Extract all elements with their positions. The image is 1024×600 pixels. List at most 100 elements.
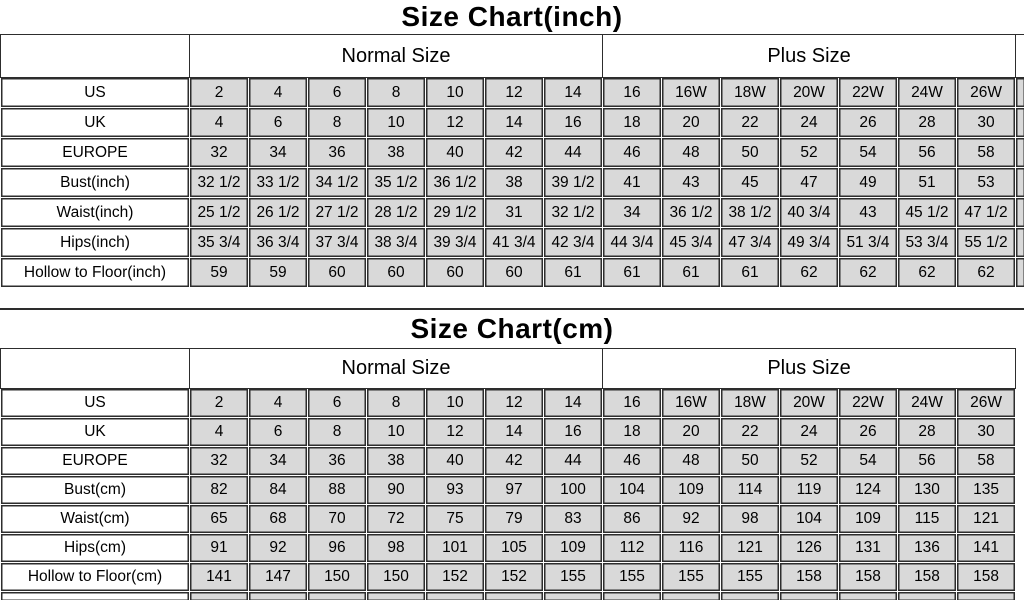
clipped-edge-header-cell [1015,34,1024,78]
size-cell: 60 [484,257,544,288]
size-cell: 115 [897,504,957,534]
size-cell: 36 1/2 [661,197,721,228]
size-cell: 62 [897,257,957,288]
inch-chart-section: Size Chart(inch) Normal Size Plus Size U… [0,0,1024,288]
size-cell: 72 [366,504,426,534]
clipped-partial-cell [189,591,249,600]
clipped-partial-cell [543,591,603,600]
size-cell: 52 [779,446,839,476]
inch-chart-title: Size Chart(inch) [401,1,623,32]
size-cell: 62 [779,257,839,288]
size-cell: 22W [838,77,898,108]
clipped-partial-cell [366,591,426,600]
size-cell: 47 [779,167,839,198]
row-label: Bust(cm) [0,475,190,505]
size-cell: 53 [955,167,1017,198]
size-cell: 36 [307,446,367,476]
size-cell: 4 [189,417,249,447]
size-cell: 32 1/2 [189,167,249,198]
size-cell: 32 [189,446,249,476]
size-cell: 92 [248,533,308,563]
size-cell: 98 [720,504,780,534]
table-row: UK 4 6 8 10 12 14 16 18 20 22 24 26 28 30 [0,417,1017,447]
size-cell: 44 [543,446,603,476]
size-cell: 43 [661,167,721,198]
size-cell: 12 [425,417,485,447]
size-cell: 42 [484,137,544,168]
size-cell: 14 [484,417,544,447]
size-cell: 45 1/2 [897,197,957,228]
size-cell: 121 [720,533,780,563]
size-cell: 33 1/2 [248,167,308,198]
table-row: EUROPE 32 34 36 38 40 42 44 46 48 50 52 54 56 58 [0,446,1017,476]
size-cell: 141 [189,562,249,592]
row-label: EUROPE [0,446,190,476]
clipped-partial-cell [602,591,662,600]
size-cell: 38 [366,137,426,168]
size-cell: 70 [307,504,367,534]
size-cell: 59 [248,257,308,288]
clipped-partial-cell [1015,257,1024,288]
size-cell: 32 1/2 [543,197,603,228]
size-cell: 14 [543,77,603,108]
size-cell: 114 [720,475,780,505]
size-cell: 42 3/4 [543,227,603,258]
clipped-partial-cell [1015,107,1024,138]
size-cell: 126 [779,533,839,563]
size-cell: 109 [838,504,898,534]
size-cell: 119 [779,475,839,505]
row-label [0,591,190,600]
size-cell: 38 [484,167,544,198]
size-cell: 12 [484,77,544,108]
size-cell: 158 [838,562,898,592]
size-cell: 61 [661,257,721,288]
size-cell: 20 [661,417,721,447]
size-cell: 104 [779,504,839,534]
size-cell: 56 [897,137,957,168]
size-cell: 60 [366,257,426,288]
size-cell: 91 [189,533,249,563]
size-cell: 28 1/2 [366,197,426,228]
size-cell: 2 [189,388,249,418]
size-cell: 4 [248,388,308,418]
cm-plus-size-header: Plus Size [601,348,1017,389]
size-cell: 155 [720,562,780,592]
size-cell: 88 [307,475,367,505]
size-cell: 150 [366,562,426,592]
size-cell: 50 [720,137,780,168]
size-cell: 105 [484,533,544,563]
size-cell: 68 [248,504,308,534]
size-cell: 104 [602,475,662,505]
size-cell: 26W [955,77,1017,108]
size-cell: 49 3/4 [779,227,839,258]
clipped-partial-cell [661,591,721,600]
size-cell: 96 [307,533,367,563]
row-label: EUROPE [0,137,190,168]
size-cell: 38 [366,446,426,476]
size-cell: 61 [543,257,603,288]
row-label: UK [0,417,190,447]
cm-group-header-row: Normal Size Plus Size [0,348,1017,389]
size-cell: 42 [484,446,544,476]
size-cell: 56 [897,446,957,476]
size-cell: 20W [779,388,839,418]
row-label: Hips(cm) [0,533,190,563]
table-row: Waist(cm) 65 68 70 72 75 79 83 86 92 98 104 109 115 12… [0,504,1017,534]
corner-cell [0,34,190,78]
size-cell: 6 [307,77,367,108]
size-cell: 93 [425,475,485,505]
corner-cell [0,348,190,389]
size-cell: 43 [838,197,898,228]
size-cell: 116 [661,533,721,563]
size-cell: 16W [661,388,721,418]
size-cell: 28 [897,417,957,447]
row-label: UK [0,107,190,138]
size-cell: 35 3/4 [189,227,249,258]
size-cell: 8 [366,77,426,108]
cm-normal-size-header: Normal Size [189,348,603,389]
size-cell: 101 [425,533,485,563]
size-cell: 18W [720,388,780,418]
size-cell: 14 [543,388,603,418]
size-cell: 6 [248,417,308,447]
